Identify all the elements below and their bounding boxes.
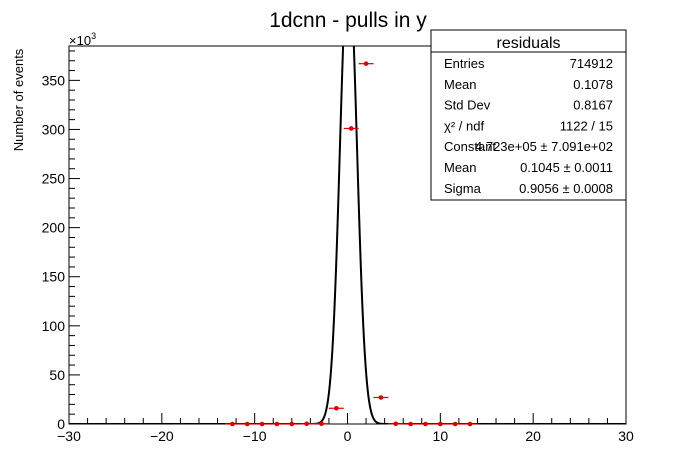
stats-row-label: χ² / ndf <box>444 118 484 133</box>
data-point <box>314 421 329 427</box>
data-point <box>224 421 240 427</box>
x-tick-label: 20 <box>525 428 541 444</box>
x-tick-label: −30 <box>57 428 81 444</box>
y-axis-exponent: ×103 <box>69 31 96 48</box>
data-point <box>418 421 433 427</box>
stats-row-value: 714912 <box>570 56 613 71</box>
data-point <box>254 421 270 427</box>
y-axis-title: Number of events <box>11 48 26 151</box>
stats-row-label: Sigma <box>444 181 482 196</box>
y-tick-label: 200 <box>42 220 66 236</box>
data-point <box>373 395 389 400</box>
stats-row-value: 0.9056 ± 0.0008 <box>519 181 613 196</box>
stats-row-label: Constant <box>444 139 496 154</box>
x-tick-label: 30 <box>618 428 634 444</box>
data-point <box>343 126 359 131</box>
stats-row-label: Entries <box>444 56 485 71</box>
stats-title: residuals <box>496 35 560 52</box>
x-tick-label: −20 <box>150 428 174 444</box>
x-tick-label: 0 <box>344 428 352 444</box>
data-point <box>403 421 419 427</box>
data-point <box>239 421 255 427</box>
stats-row-value: 0.8167 <box>573 98 613 113</box>
y-tick-label: 350 <box>42 72 66 88</box>
y-tick-label: 0 <box>57 416 65 432</box>
x-tick-label: −10 <box>243 428 267 444</box>
data-point <box>462 421 478 427</box>
data-point <box>328 405 344 411</box>
stats-row-value: 0.1078 <box>573 77 613 92</box>
y-tick-label: 100 <box>42 318 66 334</box>
svg-text:×103: ×103 <box>69 31 96 48</box>
data-point <box>284 421 300 427</box>
data-point <box>388 421 404 427</box>
y-tick-label: 50 <box>49 367 65 383</box>
y-tick-label: 300 <box>42 121 66 137</box>
stats-row-value: 4.723e+05 ± 7.091e+02 <box>475 139 613 154</box>
stats-row-value: 0.1045 ± 0.0011 <box>520 160 613 175</box>
y-tick-label: 250 <box>42 171 66 187</box>
data-point <box>447 421 463 427</box>
data-point <box>299 421 315 427</box>
stats-row-label: Std Dev <box>444 98 491 113</box>
data-point <box>432 421 448 427</box>
stats-box: residuals Entries 714912 Mean 0.1078 Std Dev 0… <box>430 29 627 201</box>
y-tick-label: 150 <box>42 269 66 285</box>
data-point <box>358 61 374 66</box>
data-point <box>269 421 285 427</box>
y-exponent-power: 3 <box>91 31 96 41</box>
y-exponent-base: ×10 <box>69 33 91 48</box>
stats-row-value: 1122 / 15 <box>560 118 613 133</box>
chart-title: 1dcnn - pulls in y <box>269 9 427 32</box>
x-tick-label: 10 <box>433 428 449 444</box>
stats-row-label: Mean <box>444 77 477 92</box>
stats-row-label: Mean <box>444 160 477 175</box>
